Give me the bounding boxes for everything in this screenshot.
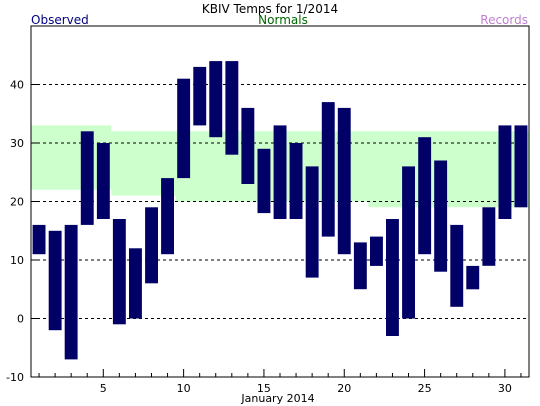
observed-bar bbox=[48, 230, 62, 331]
observed-bar bbox=[482, 207, 496, 266]
y-tick-label: 20 bbox=[10, 196, 24, 209]
x-tick-label: 25 bbox=[418, 382, 432, 395]
legend-records: Records bbox=[480, 13, 528, 27]
chart-title: KBIV Temps for 1/2014 bbox=[202, 2, 338, 16]
x-axis-label: January 2014 bbox=[240, 392, 314, 405]
x-tick-labels: 5 10 15 20 25 30 bbox=[100, 382, 512, 395]
observed-bar bbox=[112, 219, 126, 325]
observed-bar bbox=[434, 160, 448, 272]
observed-bars bbox=[32, 61, 528, 360]
legend-observed: Observed bbox=[31, 13, 89, 27]
observed-bar bbox=[225, 61, 239, 155]
observed-bar bbox=[273, 125, 287, 219]
observed-bar bbox=[32, 224, 46, 255]
observed-bar bbox=[257, 148, 271, 214]
observed-bar bbox=[418, 137, 432, 255]
observed-bar bbox=[129, 248, 142, 319]
observed-bar bbox=[289, 143, 303, 219]
observed-bar bbox=[514, 125, 528, 208]
observed-bar bbox=[241, 107, 255, 184]
x-tick-label: 30 bbox=[498, 382, 512, 395]
x-tick-label: 15 bbox=[257, 382, 271, 395]
observed-bar bbox=[96, 143, 110, 219]
observed-bar bbox=[145, 207, 158, 284]
observed-bar bbox=[353, 242, 367, 290]
observed-bar bbox=[321, 102, 335, 237]
x-tick-label: 10 bbox=[177, 382, 191, 395]
x-tick-label: 5 bbox=[100, 382, 107, 395]
y-tick-label: 30 bbox=[10, 137, 24, 150]
y-tick-label: 0 bbox=[17, 313, 24, 326]
observed-bar bbox=[64, 224, 78, 360]
observed-bar bbox=[337, 107, 351, 255]
observed-bar bbox=[209, 61, 223, 138]
observed-bar bbox=[193, 66, 207, 126]
x-tick-label: 20 bbox=[337, 382, 351, 395]
y-tick-labels: -10 0 10 20 30 40 bbox=[6, 79, 24, 385]
observed-bar bbox=[402, 166, 415, 319]
axis-ticks bbox=[31, 84, 522, 378]
y-tick-label: -10 bbox=[6, 371, 24, 384]
observed-bar bbox=[386, 219, 399, 336]
observed-bar bbox=[305, 166, 319, 278]
y-tick-label: 40 bbox=[10, 79, 24, 92]
observed-bar bbox=[370, 236, 383, 266]
observed-bar bbox=[80, 131, 94, 225]
observed-bar bbox=[498, 125, 512, 219]
observed-bar bbox=[177, 78, 191, 179]
y-tick-label: 10 bbox=[10, 254, 24, 267]
observed-bar bbox=[466, 265, 480, 290]
observed-bar bbox=[450, 224, 464, 307]
legend-normals: Normals bbox=[258, 13, 308, 27]
observed-bar bbox=[161, 178, 174, 255]
